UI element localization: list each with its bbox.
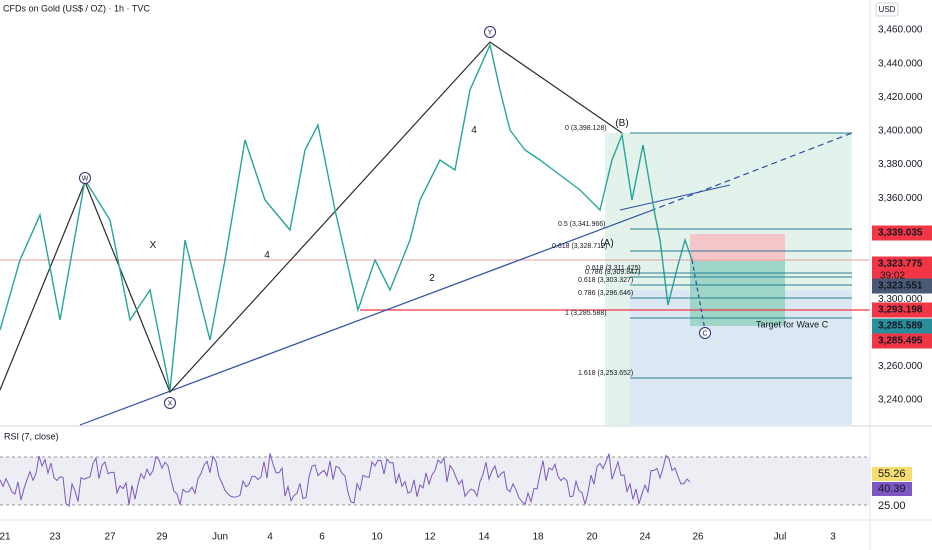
time-label: 6 [319, 532, 325, 543]
wave-circle [699, 327, 711, 339]
time-label: 24 [639, 532, 651, 543]
currency-box [875, 2, 899, 17]
price-tick-label: 3,300.000 [878, 294, 923, 305]
price-tick-label: 3,260.000 [878, 361, 923, 372]
rsi-label: 25.00 [878, 500, 906, 512]
price-label-box [872, 302, 932, 318]
fib-label: 0.786 (3,296.646) [578, 290, 633, 297]
time-label: 18 [532, 532, 544, 543]
currency: USD [879, 5, 896, 14]
time-label: 10 [371, 532, 383, 543]
fib-label: 0.5 (3,341.966) [558, 221, 605, 228]
trendline [79, 210, 651, 426]
fib-label: 1.618 (3,253.652) [578, 370, 633, 377]
price-tick-label: 3,420.000 [878, 92, 923, 103]
price-tick-label: 3,440.000 [878, 58, 923, 69]
rsi-label: 55.26 [878, 468, 906, 480]
wave-lines [0, 41, 623, 394]
wave-label: 4 [471, 125, 477, 136]
time-label: 29 [156, 532, 168, 543]
fib-label: 1 (3,285.588) [565, 310, 607, 317]
price-label: 3,323.775 [878, 259, 923, 270]
wave-label: W [82, 175, 89, 182]
price-tick-label: 3,360.000 [878, 193, 923, 204]
risk-box [690, 234, 785, 261]
wave-label: X [150, 240, 157, 251]
time-label: 14 [478, 532, 490, 543]
time-label: 3 [830, 532, 836, 543]
time-label: 4 [267, 532, 273, 543]
wave-circle [79, 172, 91, 184]
fib-label: 0.618 (3,328.712) [552, 243, 607, 250]
rsi-label: 40.39 [878, 483, 906, 495]
price-label-box [872, 318, 932, 334]
rsi-title: RSI (7, close) [4, 431, 59, 441]
time-label: 23 [49, 532, 61, 543]
wave-circle [164, 397, 176, 409]
fib-label: 0.618 (3,303.327) [578, 277, 633, 284]
price-label: 3,339.035 [878, 228, 923, 239]
trendline-projection [649, 132, 853, 212]
price-path [0, 42, 693, 391]
time-label: Jun [212, 532, 228, 543]
time-label: 27 [104, 532, 116, 543]
channel-line [619, 184, 731, 211]
rsi-label-box [872, 467, 912, 481]
symbol-title: CFDs on Gold (US$ / OZ) · 1h · TVC [3, 3, 150, 13]
fib-label: 0.786 (3,309.847) [585, 269, 640, 276]
target-label: Target for Wave C [756, 319, 829, 329]
price-label-box [872, 225, 932, 241]
reward-box [690, 261, 785, 326]
price-label-box [872, 278, 932, 294]
price-label: 3,293.198 [878, 305, 923, 316]
price-label: 3,323.551 [878, 281, 923, 292]
price-tick-label: 3,400.000 [878, 126, 923, 137]
wave-label: 4 [264, 250, 270, 261]
price-label: 3,285.589 [878, 321, 923, 332]
rsi-band [0, 457, 870, 505]
wave-label: X [168, 400, 173, 407]
wave-label: 2 [429, 273, 435, 284]
price-label: 3,285.495 [878, 336, 923, 347]
time-label: 20 [586, 532, 598, 543]
price-tick-label: 3,460.000 [878, 25, 923, 36]
price-tick-label: 3,240.000 [878, 395, 923, 406]
time-label: 12 [424, 532, 436, 543]
countdown: 39:02 [880, 271, 905, 282]
price-label-box [872, 333, 932, 349]
wave-label: (B) [615, 118, 628, 129]
wave-label: Y [488, 29, 493, 36]
wave-label: (A) [600, 238, 613, 249]
price-tick-label: 3,380.000 [878, 159, 923, 170]
time-label: 26 [692, 532, 704, 543]
rsi-label-box [872, 482, 912, 496]
rsi-line [0, 453, 691, 507]
time-label: 21 [0, 532, 11, 543]
fib-label: 0.618 (3,311.425) [586, 265, 641, 272]
wave-label: C [702, 330, 707, 337]
fib-label: 0 (3,398.128) [565, 125, 607, 132]
time-label: Jul [774, 532, 787, 543]
wave-circle [484, 26, 496, 38]
price-label-box [872, 256, 932, 283]
